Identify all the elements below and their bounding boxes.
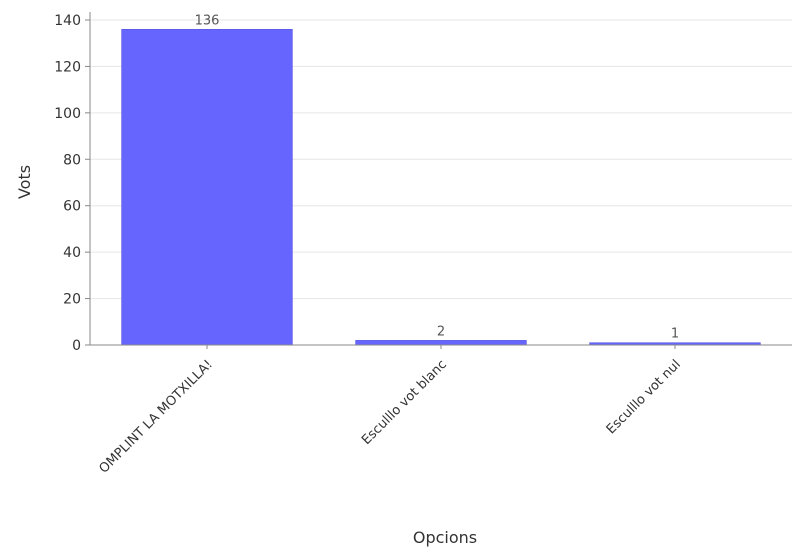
data-label: 1 [671,327,679,342]
y-tick-label: 80 [63,152,81,168]
data-label: 136 [195,13,220,28]
y-tick-label: 100 [54,106,81,122]
y-tick-label: 120 [54,59,81,75]
y-axis-title: Vots [15,165,34,199]
y-tick-labels: 0 20 40 60 80 100 120 140 [54,13,81,354]
bar [355,340,527,346]
y-tick-label: 20 [63,292,81,308]
bars [121,29,761,346]
data-label: 2 [437,324,445,339]
y-tick-label: 40 [63,245,81,261]
axes [85,12,792,349]
x-category-label: Esculllo vot nul [604,357,684,437]
data-labels: 136 2 1 [195,13,680,341]
bar [121,29,293,346]
y-tick-label: 140 [54,13,81,29]
x-category-label: Esculllo vot blanc [359,357,450,448]
y-tick-label: 60 [63,199,81,215]
y-tick-label: 0 [72,338,81,354]
x-category-labels: OMPLINT LA MOTXILLA! Esculllo vot blanc Es… [97,357,684,476]
x-category-label: OMPLINT LA MOTXILLA! [97,357,216,476]
x-axis-title: Opcions [413,528,477,547]
